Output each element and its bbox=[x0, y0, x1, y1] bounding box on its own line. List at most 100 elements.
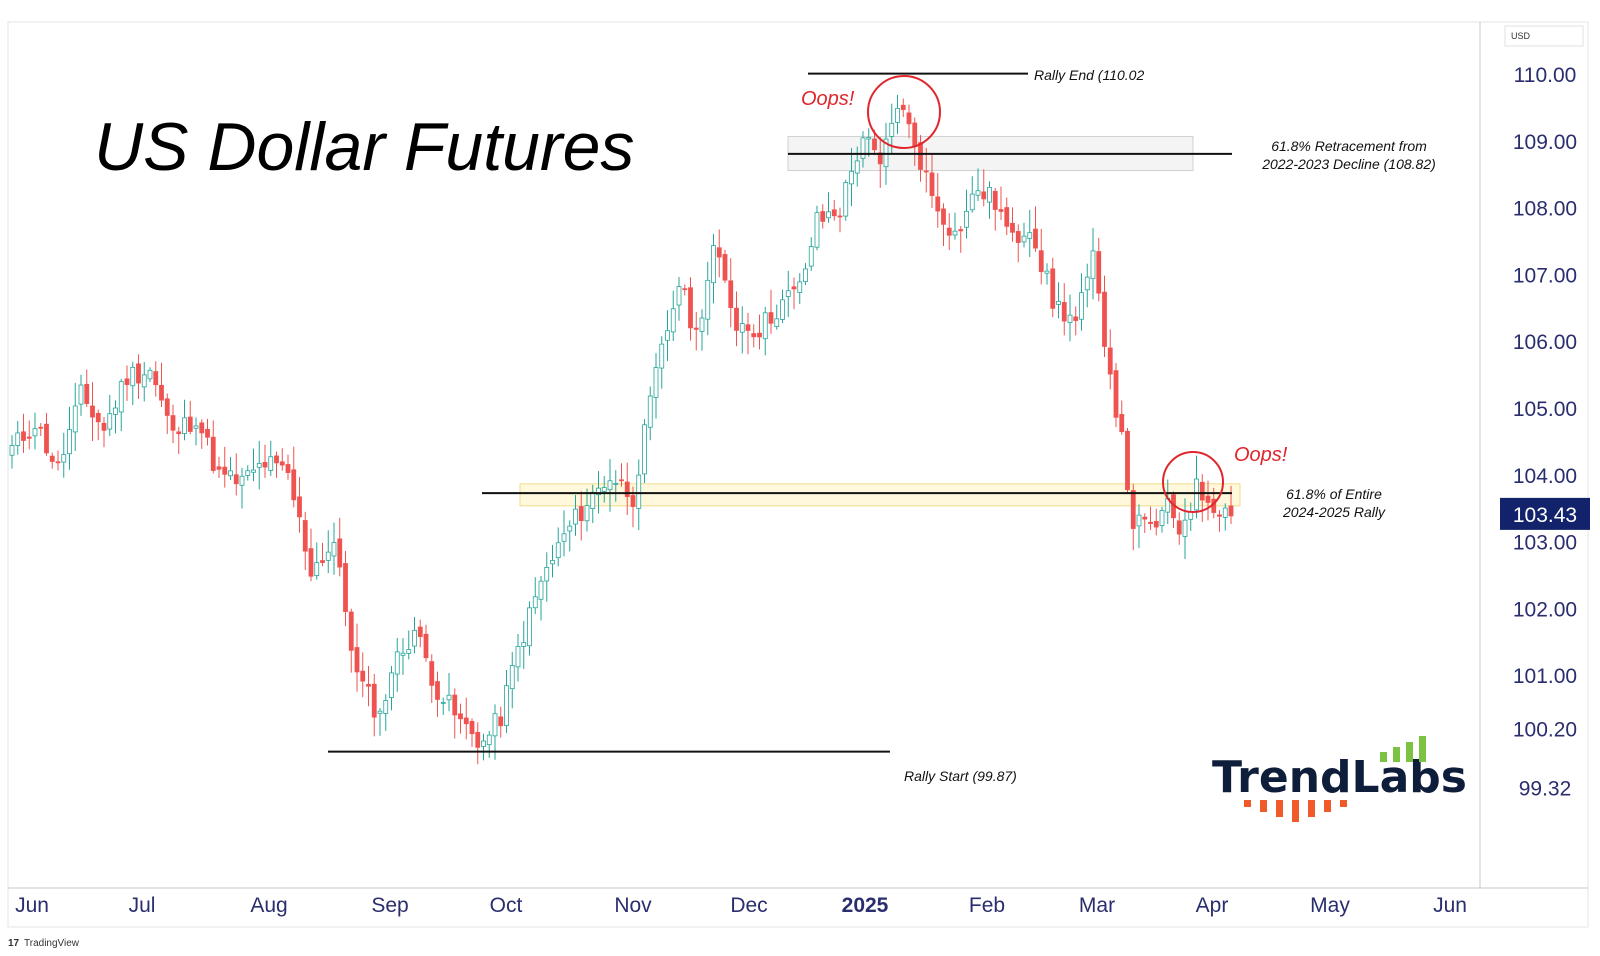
candle-body bbox=[1084, 276, 1090, 291]
candle-body bbox=[1199, 481, 1205, 501]
candle-body bbox=[555, 542, 561, 559]
candle-body bbox=[1067, 314, 1073, 323]
logo-bar bbox=[1380, 752, 1387, 762]
logo-bar bbox=[1393, 747, 1400, 762]
candle-body bbox=[1010, 222, 1015, 233]
candle-body bbox=[803, 268, 808, 283]
candle-body bbox=[101, 422, 107, 431]
candle-body bbox=[1194, 478, 1199, 511]
candle-body bbox=[843, 182, 849, 217]
candle-body bbox=[797, 281, 803, 293]
entire-rally-label-2: 2024-2025 Rally bbox=[1282, 504, 1386, 520]
candle-body bbox=[141, 374, 147, 388]
candle-body bbox=[854, 160, 860, 174]
candle-body bbox=[693, 327, 699, 330]
oops-label-bottom: Oops! bbox=[1234, 444, 1288, 466]
candle-body bbox=[193, 425, 199, 429]
candle-body bbox=[256, 463, 262, 468]
candle-body bbox=[590, 491, 596, 509]
candle-body bbox=[90, 405, 95, 418]
time-tick-label: Oct bbox=[490, 894, 523, 917]
candle-body bbox=[774, 318, 780, 327]
price-axis: 110.00 109.00 108.00 107.00 106.00 105.00 104.… bbox=[1513, 64, 1577, 800]
candle-body bbox=[285, 464, 291, 473]
candle-body bbox=[1033, 228, 1038, 249]
price-tick-label: 108.00 bbox=[1513, 198, 1577, 221]
candle-body bbox=[331, 542, 337, 557]
candle-body bbox=[889, 122, 895, 137]
tradingview-icon: 17 bbox=[8, 938, 20, 949]
candle-body bbox=[486, 734, 492, 746]
tradingview-text: TradingView bbox=[24, 938, 80, 949]
candle-body bbox=[371, 683, 377, 718]
candle-body bbox=[239, 475, 245, 486]
candle-body bbox=[538, 580, 544, 600]
candle-body bbox=[969, 193, 975, 211]
candle-body bbox=[826, 211, 831, 219]
candle-body bbox=[1217, 514, 1222, 517]
trendlabs-logo: TrendLabs bbox=[1212, 736, 1467, 822]
candle-body bbox=[808, 246, 814, 267]
candle-body bbox=[1119, 414, 1125, 433]
candle-body bbox=[521, 642, 527, 647]
candle-body bbox=[1096, 251, 1102, 294]
candle-body bbox=[929, 172, 935, 196]
candle-body bbox=[325, 551, 331, 561]
candle-body bbox=[900, 104, 906, 110]
candle-body bbox=[199, 422, 205, 434]
candle-body bbox=[164, 398, 170, 416]
candle-body bbox=[1142, 516, 1148, 520]
candle-body bbox=[251, 469, 256, 473]
candle-body bbox=[866, 137, 872, 140]
candle-body bbox=[1188, 511, 1194, 520]
candle-body bbox=[107, 413, 113, 430]
candle-body bbox=[739, 323, 745, 333]
candle-body bbox=[61, 454, 67, 463]
entire-rally-zone bbox=[519, 483, 1241, 507]
candle-body bbox=[918, 142, 923, 170]
oops-circle-bottom bbox=[1162, 451, 1224, 513]
time-tick-label: Nov bbox=[614, 894, 652, 917]
candle-body bbox=[1004, 207, 1010, 227]
currency-label: USD bbox=[1511, 31, 1531, 41]
price-tick-label: 101.00 bbox=[1513, 665, 1577, 688]
candle-body bbox=[860, 137, 866, 159]
candle-body bbox=[458, 713, 463, 720]
candle-body bbox=[1205, 495, 1211, 503]
candle-body bbox=[820, 211, 826, 222]
logo-bar bbox=[1244, 800, 1251, 807]
candle-body bbox=[1015, 231, 1021, 243]
candle-body bbox=[912, 122, 918, 146]
candle-body bbox=[354, 647, 360, 673]
candle-body bbox=[791, 286, 797, 290]
candle-body bbox=[389, 672, 394, 698]
candle-body bbox=[308, 548, 314, 577]
candle-body bbox=[187, 416, 193, 432]
candle-body bbox=[440, 701, 446, 704]
candle-body bbox=[469, 720, 475, 735]
price-tick-label: 110.00 bbox=[1514, 64, 1577, 87]
time-tick-label: Mar bbox=[1079, 894, 1115, 917]
candle-body bbox=[1136, 514, 1142, 527]
candle-body bbox=[946, 227, 952, 236]
retracement-label-2: 2022-2023 Decline (108.82) bbox=[1261, 156, 1436, 172]
candle-body bbox=[205, 428, 210, 438]
candle-body bbox=[630, 495, 636, 507]
candle-body bbox=[596, 487, 601, 496]
candle-body bbox=[601, 487, 607, 492]
candle-body bbox=[429, 661, 435, 686]
candle-body bbox=[435, 681, 440, 700]
logo-bar bbox=[1292, 800, 1299, 822]
candle-body bbox=[1228, 505, 1234, 517]
candle-body bbox=[210, 436, 216, 471]
time-tick-label: Feb bbox=[969, 894, 1005, 917]
candle-body bbox=[670, 308, 676, 333]
candle-body bbox=[642, 424, 647, 475]
candle-body bbox=[228, 470, 233, 477]
logo-bar bbox=[1340, 800, 1347, 807]
candle-body bbox=[607, 480, 613, 491]
candle-body bbox=[515, 645, 521, 668]
candle-body bbox=[475, 731, 481, 748]
candle-body bbox=[1038, 250, 1044, 273]
